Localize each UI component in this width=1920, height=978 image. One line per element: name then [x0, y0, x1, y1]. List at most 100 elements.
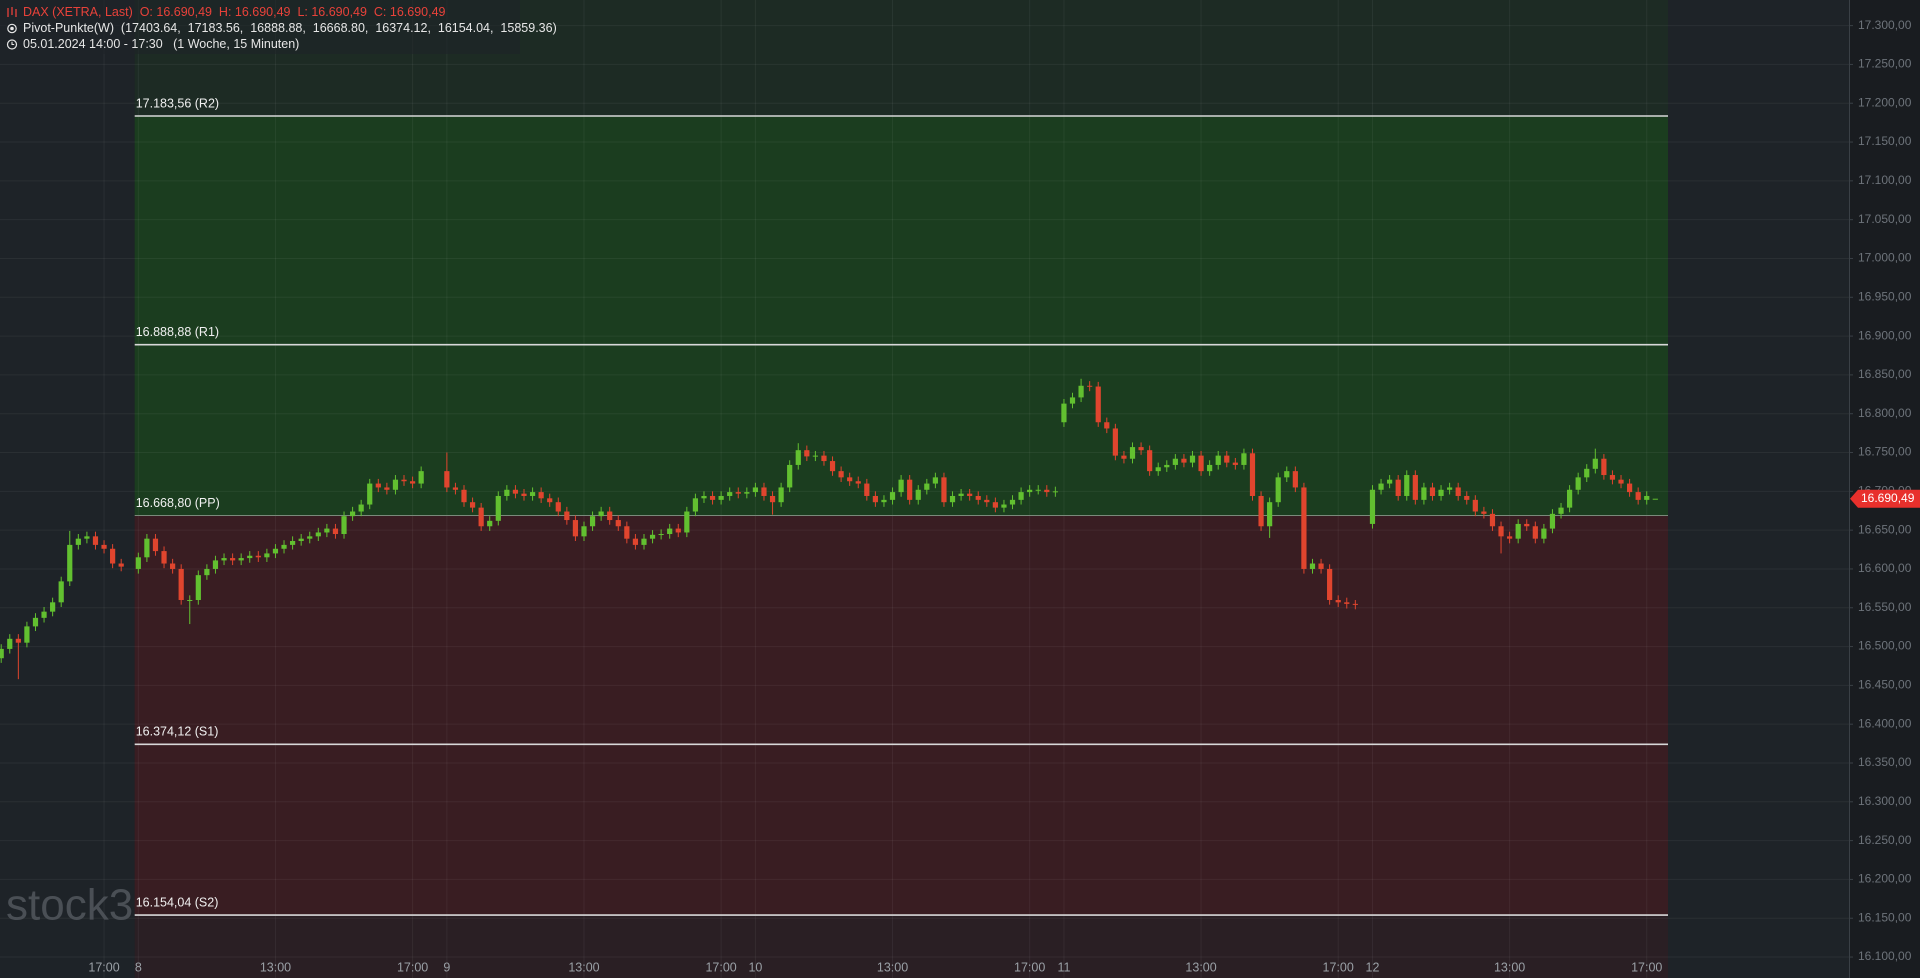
candle-body	[187, 599, 193, 601]
y-tick-label: 17.100,00	[1858, 173, 1912, 187]
y-tick-label: 16.200,00	[1858, 872, 1912, 886]
candle-body	[1609, 475, 1616, 480]
candle-body	[1404, 475, 1410, 496]
candle-body	[1129, 447, 1136, 459]
candle-body	[1249, 453, 1256, 496]
candle-body	[992, 502, 998, 508]
candle-body	[1147, 450, 1153, 472]
support-zone	[134, 515, 1669, 916]
header: DAX (XETRA, Last) O: 16.690,49 H: 16.690…	[0, 0, 557, 54]
x-tick-label: 17:00	[1323, 960, 1354, 974]
candle-body	[67, 544, 73, 582]
candle-body	[924, 483, 930, 490]
candle-body	[1327, 568, 1333, 600]
candle-body	[864, 483, 870, 496]
candle-body	[907, 479, 913, 500]
x-tick-label: 13:00	[877, 960, 908, 974]
candle-body	[787, 464, 793, 488]
candle-body	[281, 544, 287, 549]
candle-body	[1052, 491, 1058, 493]
candle-body	[658, 534, 664, 536]
header-background	[0, 0, 520, 54]
candle-body	[1224, 455, 1230, 463]
candle-body	[1061, 403, 1067, 423]
candle-body	[1421, 487, 1427, 500]
candle-body	[967, 493, 973, 496]
candle-body	[1507, 536, 1513, 539]
y-tick-label: 17.000,00	[1858, 251, 1912, 265]
grid	[0, 0, 1849, 978]
candle-body	[538, 492, 544, 499]
candle-body	[461, 489, 467, 503]
candle-body	[384, 487, 390, 490]
candle-body	[15, 638, 21, 643]
candle-body	[504, 489, 510, 496]
candle-body	[1044, 489, 1050, 493]
x-tick-label: 17:00	[705, 960, 736, 974]
candle-body	[1472, 499, 1478, 512]
candle-body	[170, 563, 176, 569]
candle-body	[101, 544, 107, 549]
candle-body	[118, 563, 124, 567]
candle-body	[624, 526, 630, 539]
candle-body	[247, 555, 253, 559]
candle-body	[1532, 526, 1538, 539]
candle-body	[598, 511, 604, 517]
candle-body	[1121, 455, 1127, 459]
candle-body	[1078, 385, 1084, 398]
candle-body	[889, 492, 896, 500]
candle-body	[1318, 563, 1324, 569]
candle-body	[589, 516, 596, 527]
y-tick-label: 16.300,00	[1858, 794, 1912, 808]
candle-body	[341, 516, 347, 535]
candle-body	[555, 502, 561, 512]
candle-body	[1309, 563, 1316, 569]
y-tick-label: 16.250,00	[1858, 833, 1912, 847]
candle-body	[1095, 386, 1101, 423]
candle-body	[1009, 499, 1016, 505]
candle-body	[975, 495, 981, 500]
x-tick-label: 13:00	[1494, 960, 1525, 974]
indicator-icon	[7, 23, 17, 34]
resistance-zone	[134, 115, 1669, 516]
candle-body	[1464, 495, 1470, 500]
candle-body	[452, 487, 459, 490]
candle-body	[744, 492, 750, 494]
candle-body	[1369, 489, 1376, 524]
candle-body	[709, 495, 716, 500]
candle-body	[1087, 385, 1093, 387]
candle-body	[1644, 495, 1650, 500]
candle-body	[1027, 489, 1033, 493]
candle-body	[92, 536, 99, 545]
y-tick-label: 16.500,00	[1858, 639, 1912, 653]
axis-background	[1849, 0, 1920, 978]
x-tick-label: 17:00	[1631, 960, 1662, 974]
candle-body	[32, 617, 39, 627]
candle-body	[195, 575, 201, 600]
candle-body	[1567, 489, 1573, 508]
candle-body	[289, 541, 296, 545]
y-tick-label: 16.750,00	[1858, 445, 1912, 459]
candle-body	[1592, 458, 1598, 469]
candle-body	[1035, 489, 1041, 491]
candle-body	[1601, 458, 1607, 476]
candle-body	[1481, 511, 1487, 514]
candle-body	[221, 558, 227, 561]
candle-body	[1258, 495, 1264, 527]
watermark: stock3	[6, 881, 133, 930]
y-tick-label: 16.800,00	[1858, 406, 1912, 420]
candle-body	[50, 602, 56, 612]
x-tick-label: 10	[748, 960, 762, 974]
candle-body	[1352, 603, 1358, 605]
candle-body	[409, 481, 416, 484]
y-tick-label: 17.250,00	[1858, 57, 1912, 71]
candle-body	[1387, 479, 1393, 484]
candle-body	[7, 638, 13, 649]
candle-body	[1395, 479, 1401, 496]
x-tick-label: 13:00	[260, 960, 291, 974]
x-tick-label: 12	[1366, 960, 1380, 974]
candle-body	[1541, 528, 1547, 539]
candle-body	[649, 534, 656, 539]
candle-body	[1172, 458, 1178, 465]
